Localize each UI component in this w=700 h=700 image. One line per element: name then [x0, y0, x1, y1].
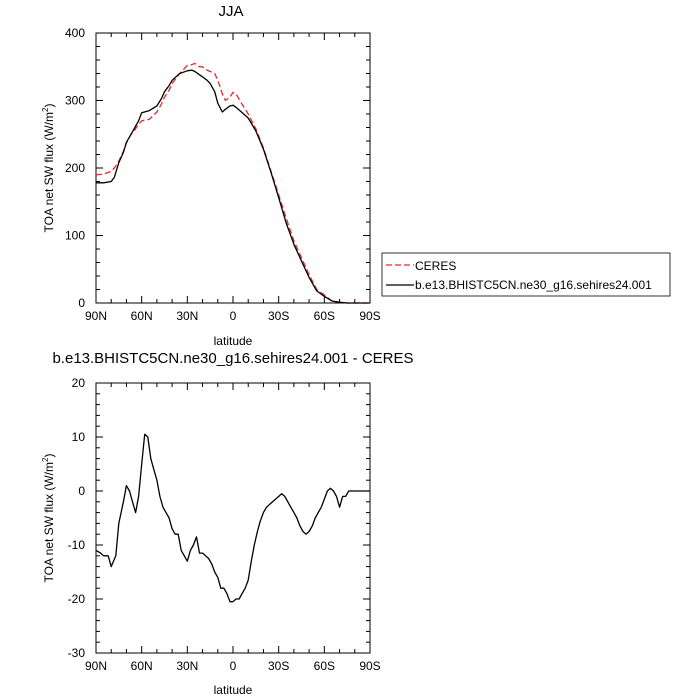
- top-xtick-label: 30N: [176, 309, 198, 323]
- legend: CERES b.e13.BHISTC5CN.ne30_g16.sehires24…: [381, 252, 671, 297]
- bottom-ytick-label: -30: [68, 646, 86, 660]
- bottom-xtick-label: 30S: [268, 659, 289, 673]
- top-panel: JJA 90N 60N 30N 0 30S 60S 90S 0 100 200 300 400 lat…: [41, 3, 671, 348]
- top-y-axis-label: TOA net SW flux (W/m2): [41, 104, 56, 233]
- top-ytick-label: 200: [65, 161, 85, 175]
- bottom-xtick-label: 0: [230, 659, 237, 673]
- top-plot-ticks: [95, 32, 371, 304]
- bottom-xtick-label: 60S: [314, 659, 335, 673]
- top-xtick-label: 30S: [268, 309, 289, 323]
- bottom-y-axis-label-sup: 2: [41, 457, 50, 462]
- bottom-y-axis-label-end: ): [42, 454, 56, 458]
- top-panel-title: JJA: [218, 3, 243, 20]
- bottom-plot-ticks: [95, 382, 371, 654]
- top-x-axis-label: latitude: [214, 334, 253, 348]
- top-y-axis-label-main: TOA net SW flux (W/m: [42, 112, 56, 232]
- top-series-line-0: [95, 62, 370, 304]
- bottom-y-axis-label-main: TOA net SW flux (W/m: [42, 462, 56, 582]
- top-ytick-label: 100: [65, 229, 85, 243]
- top-y-axis-label-sup: 2: [41, 107, 50, 112]
- top-xtick-label: 0: [230, 309, 237, 323]
- bottom-y-axis-label: TOA net SW flux (W/m2): [41, 454, 56, 583]
- top-plot-series: [95, 62, 370, 304]
- top-ytick-label: 300: [65, 94, 85, 108]
- legend-box: [381, 252, 671, 297]
- top-xtick-label: 90N: [85, 309, 107, 323]
- top-xtick-label: 90S: [359, 309, 380, 323]
- top-ytick-label: 0: [78, 296, 85, 310]
- bottom-series-line-0: [95, 433, 370, 603]
- bottom-ytick-label: -10: [68, 538, 86, 552]
- bottom-ytick-label: 20: [72, 376, 86, 390]
- bottom-ytick-label: 0: [78, 484, 85, 498]
- bottom-plot-frame: [95, 382, 371, 654]
- bottom-xtick-label: 90N: [85, 659, 107, 673]
- top-xtick-label: 60S: [314, 309, 335, 323]
- bottom-ytick-label: -20: [68, 592, 86, 606]
- top-plot-frame: [95, 32, 371, 304]
- bottom-ytick-label: 10: [72, 430, 86, 444]
- top-xtick-label: 60N: [131, 309, 153, 323]
- top-y-axis-label-end: ): [42, 104, 56, 108]
- bottom-xtick-label: 30N: [176, 659, 198, 673]
- bottom-plot-tick-labels: 90N 60N 30N 0 30S 60S 90S -30 -20 -10 0 10 20: [68, 376, 381, 673]
- bottom-x-axis-label: latitude: [214, 683, 253, 697]
- bottom-xtick-label: 90S: [359, 659, 380, 673]
- bottom-plot-series: [95, 433, 370, 603]
- top-plot-tick-labels: 90N 60N 30N 0 30S 60S 90S 0 100 200 300 400: [65, 26, 381, 323]
- legend-model-label: b.e13.BHISTC5CN.ne30_g16.sehires24.001: [415, 278, 652, 292]
- top-series-line-1: [96, 69, 370, 304]
- bottom-xtick-label: 60N: [131, 659, 153, 673]
- top-ytick-label: 400: [65, 26, 85, 40]
- bottom-panel: b.e13.BHISTC5CN.ne30_g16.sehires24.001 -…: [41, 350, 414, 697]
- legend-ceres-label: CERES: [415, 259, 456, 273]
- bottom-panel-title: b.e13.BHISTC5CN.ne30_g16.sehires24.001 -…: [52, 350, 413, 367]
